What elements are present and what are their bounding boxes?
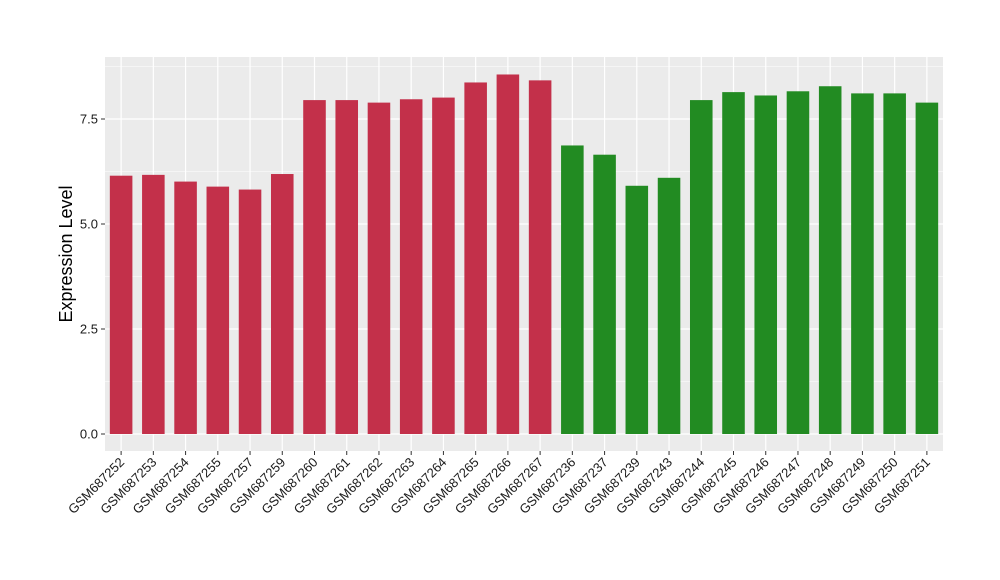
bar-GSM687264 xyxy=(432,97,455,434)
plot-panel xyxy=(105,57,943,451)
bar-GSM687244 xyxy=(689,100,713,434)
bar-GSM687265 xyxy=(464,82,487,435)
bar-GSM687246 xyxy=(754,95,778,434)
bar-GSM687259 xyxy=(270,174,294,434)
bar-GSM687249 xyxy=(851,93,874,434)
bar-GSM687261 xyxy=(335,100,359,434)
y-tick-label: 0.0 xyxy=(80,427,98,442)
bar-GSM687263 xyxy=(399,99,423,434)
y-tick-label: 2.5 xyxy=(80,322,98,337)
y-axis-title: Expression Level xyxy=(56,185,76,322)
bar-GSM687247 xyxy=(786,91,810,434)
bar-GSM687245 xyxy=(722,92,745,435)
bar-GSM687243 xyxy=(657,177,681,435)
bar-GSM687255 xyxy=(206,186,230,434)
bar-GSM687237 xyxy=(593,154,616,434)
y-tick-label: 5.0 xyxy=(80,217,98,232)
x-axis: GSM687252GSM687253GSM687254GSM687255GSM6… xyxy=(65,451,933,517)
bar-GSM687254 xyxy=(174,181,197,434)
bar-GSM687252 xyxy=(109,175,133,434)
bar-GSM687236 xyxy=(561,145,584,434)
bar-GSM687251 xyxy=(915,102,939,435)
bars xyxy=(109,74,939,435)
bar-GSM687266 xyxy=(496,74,520,434)
bar-GSM687260 xyxy=(303,100,326,434)
bar-GSM687253 xyxy=(142,174,165,435)
bar-GSM687248 xyxy=(818,86,842,435)
y-axis: 0.0 2.5 5.0 7.5 xyxy=(80,112,105,442)
bar-GSM687257 xyxy=(238,189,262,434)
bar-GSM687267 xyxy=(528,80,552,435)
bar-GSM687262 xyxy=(367,102,391,435)
bar-GSM687250 xyxy=(883,93,906,434)
y-tick-label: 7.5 xyxy=(80,112,98,127)
bar-GSM687239 xyxy=(625,185,649,434)
